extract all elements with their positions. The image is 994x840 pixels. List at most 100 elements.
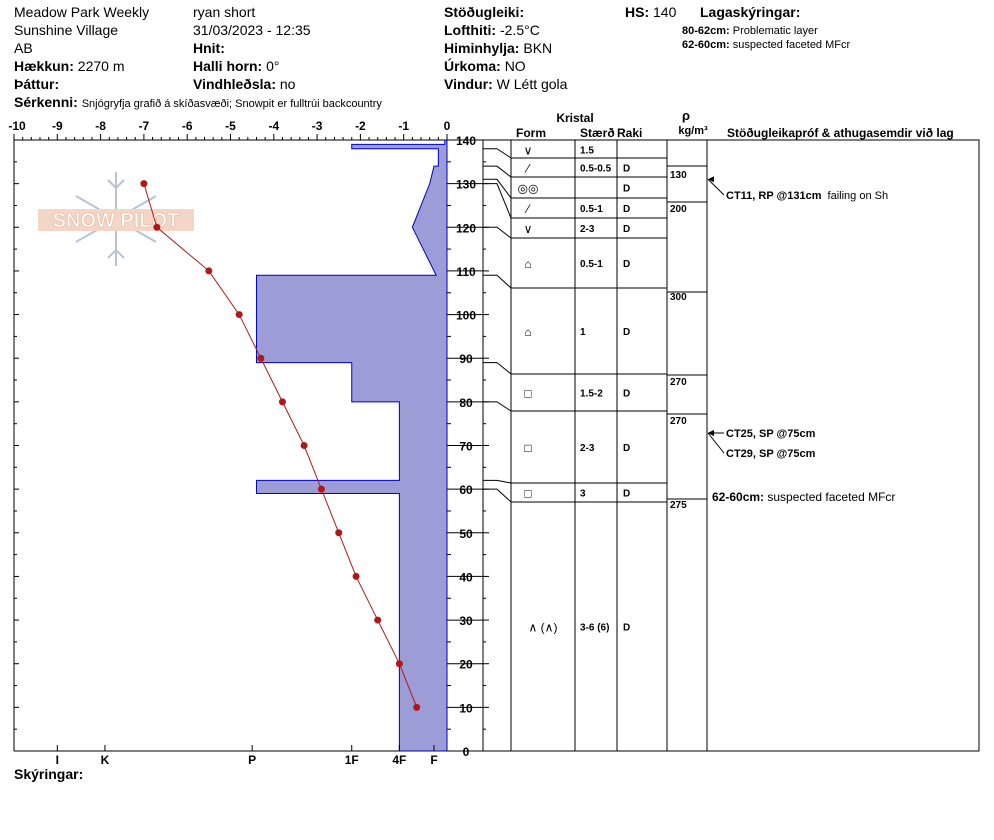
moisture-header: Raki <box>617 126 642 140</box>
hardness-tick-label: 1F <box>345 753 359 767</box>
slope-value: 0° <box>266 58 280 74</box>
temperature-point <box>335 529 343 537</box>
air-temp-label: Lofthiti: <box>444 22 497 38</box>
layer-moisture: D <box>623 259 630 270</box>
test-arrowhead <box>708 176 714 183</box>
temperature-point <box>413 703 421 711</box>
layer-legend-range: 62-60cm: <box>682 39 730 51</box>
elevation-row: Hækkun: 2270 m <box>14 58 125 74</box>
layer-table-frame <box>482 139 980 752</box>
layer-form-symbol: ∨ <box>524 222 533 236</box>
layer-form-symbol: ⌂ <box>524 325 531 339</box>
layer-legend-text: Problematic layer <box>732 25 818 37</box>
temperature-tick-label: -9 <box>52 119 63 133</box>
temperature-point <box>352 572 360 580</box>
temperature-point <box>140 180 148 188</box>
layer-size: 2-3 <box>580 224 595 235</box>
features-label: Sérkenni: <box>14 94 78 110</box>
temperature-point <box>257 354 265 362</box>
height-tick-label: 140 <box>456 134 476 148</box>
hardness-tick-label: I <box>56 753 59 767</box>
height-tick-label: 130 <box>456 178 476 192</box>
layer-legend-text: suspected faceted MFcr <box>732 39 851 51</box>
temperature-point <box>374 616 382 624</box>
layer-size: 0.5-0.5 <box>580 164 612 175</box>
snow-height-value: 140 <box>653 4 677 20</box>
layer-moisture: D <box>623 164 630 175</box>
wind-label: Vindur: <box>444 76 493 92</box>
hardness-profile <box>255 139 448 752</box>
logo-text: SNOW PILOT <box>53 210 180 232</box>
layer-moisture: D <box>623 224 630 235</box>
layer-size: 0.5-1 <box>580 204 603 215</box>
layer-form-symbol: ∨ <box>524 144 533 158</box>
height-tick-label: 30 <box>459 614 473 628</box>
layer-connector <box>483 479 512 484</box>
layer-form-symbol: ∧ (∧) <box>529 621 558 635</box>
layer-density: 300 <box>670 292 687 303</box>
snow-height-label: HS: <box>625 4 650 20</box>
layer-density: 270 <box>670 416 687 427</box>
temperature-point <box>153 223 161 231</box>
slope-row: Halli horn: 0° <box>193 58 280 74</box>
hardness-tick-label: P <box>248 753 256 767</box>
hardness-tick-label: F <box>430 753 437 767</box>
elevation-value: 2270 m <box>77 58 125 74</box>
temperature-point <box>317 485 325 493</box>
precip-label: Úrkoma: <box>444 58 501 74</box>
stability-test: CT11, RP @131cm failing on Sh <box>726 190 888 202</box>
height-tick-label: 40 <box>459 570 473 584</box>
layer-connector <box>483 274 512 289</box>
layer-density: 275 <box>670 500 687 511</box>
hardness-tick-label: 4F <box>392 753 406 767</box>
slope-label: Halli horn: <box>193 58 263 74</box>
temperature-point <box>205 267 213 275</box>
size-header: Stærð <box>580 126 615 140</box>
temperature-point <box>395 660 403 668</box>
observer-name: ryan short <box>193 4 256 20</box>
layer-form-symbol: ⌂ <box>524 257 531 271</box>
layer-connector <box>483 183 512 219</box>
density-unit: kg/m³ <box>678 125 708 137</box>
layer-connector <box>483 401 512 412</box>
layer-density: 130 <box>670 170 687 181</box>
features-value: Snjógryfja grafið á skíðasvæði; Snowpit … <box>81 98 382 110</box>
tests-header: Stöðugleikapróf & athugasemdir við lag <box>727 126 954 140</box>
layer-size: 2-3 <box>580 443 595 454</box>
layer-connector <box>483 178 512 199</box>
layer-form-symbol: □ <box>524 487 531 501</box>
layer-connector <box>483 148 512 159</box>
test-arrowhead <box>708 430 714 436</box>
layer-legend-item: 62-60cm: suspected faceted MFcr <box>682 38 850 52</box>
layer-density: 200 <box>670 204 687 215</box>
height-tick-label: 90 <box>459 352 473 366</box>
layer-legend-item: 80-62cm: Problematic layer <box>682 24 818 38</box>
density-symbol: ρ <box>682 108 690 123</box>
observation-datetime: 31/03/2023 - 12:35 <box>193 22 311 38</box>
layer-size: 3 <box>580 489 586 500</box>
temperature-tick-label: -8 <box>95 119 106 133</box>
height-tick-label: 100 <box>456 309 476 323</box>
layer-form-symbol: ◎◎ <box>518 182 539 196</box>
elevation-label: Hækkun: <box>14 58 74 74</box>
location-area: Sunshine Village <box>14 22 119 38</box>
temperature-point <box>278 398 286 406</box>
layer-size: 1.5-2 <box>580 389 603 400</box>
layer-legend-range: 80-62cm: <box>682 25 730 37</box>
precip-row: Úrkoma: NO <box>444 58 526 74</box>
temperature-tick-label: -1 <box>398 119 409 133</box>
snowpilot-logo: SNOW PILOT <box>38 172 194 266</box>
temperature-line <box>143 183 418 708</box>
air-temp-value: -2.5°C <box>499 22 540 38</box>
temperature-point <box>300 442 308 449</box>
crystal-header: Kristal <box>556 111 593 125</box>
temperature-tick-label: -6 <box>182 119 193 133</box>
layer-form-symbol: ⁄ <box>524 202 531 216</box>
wind-loading-row: Vindhleðsla: no <box>193 76 295 92</box>
stability-label: Stöðugleiki: <box>444 4 525 20</box>
height-tick-label: 20 <box>459 658 473 672</box>
stability-test: CT25, SP @75cm <box>726 428 816 440</box>
layer-size: 3-6 (6) <box>580 623 609 634</box>
layer-connector <box>483 226 512 239</box>
coordinates-label: Hnit: <box>193 40 225 56</box>
